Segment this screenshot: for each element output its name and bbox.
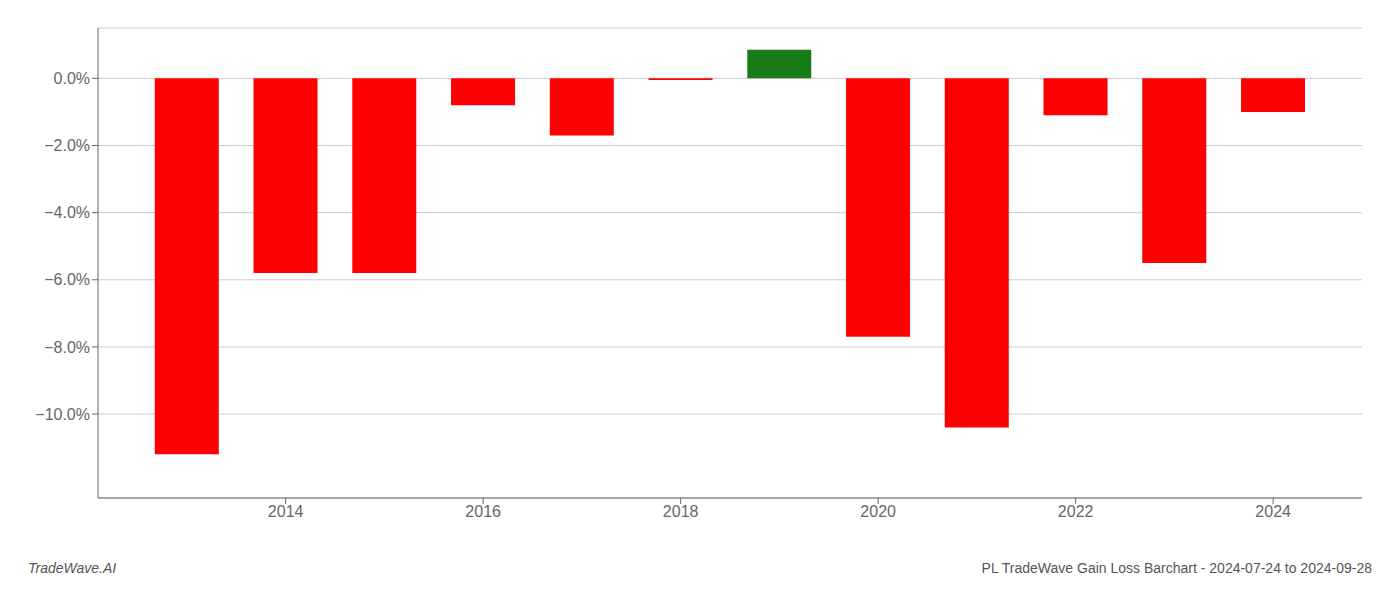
html-text:PL TradeWave Gain Loss Barchar: PL TradeWave Gain Loss Barchart - 2024-0… [981, 560, 1372, 576]
svg-text:−4.0%: −4.0% [44, 204, 90, 221]
svg-text:−8.0%: −8.0% [44, 339, 90, 356]
svg-text:−2.0%: −2.0% [44, 137, 90, 154]
svg-text:2024: 2024 [1255, 503, 1291, 520]
svg-text:0.0%: 0.0% [54, 70, 90, 87]
svg-text:2014: 2014 [268, 503, 304, 520]
svg-text:2020: 2020 [860, 503, 896, 520]
svg-text:2016: 2016 [465, 503, 501, 520]
svg-text:2022: 2022 [1058, 503, 1094, 520]
html-text:TradeWave.AI: TradeWave.AI [28, 560, 117, 576]
svg-text:−10.0%: −10.0% [35, 406, 90, 423]
svg-text:2018: 2018 [663, 503, 699, 520]
svg-text:−6.0%: −6.0% [44, 271, 90, 288]
